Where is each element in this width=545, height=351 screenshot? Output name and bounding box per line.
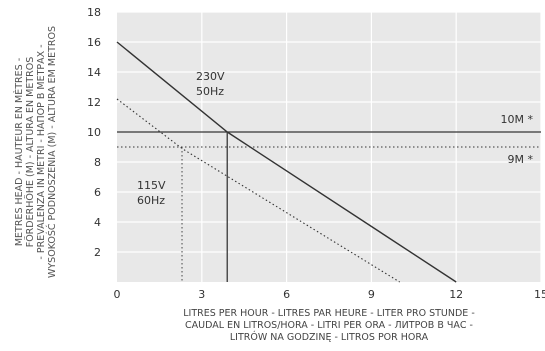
y-tick-label-6: 14 <box>87 66 101 79</box>
x-tick-label-2: 6 <box>283 288 290 301</box>
x-axis-label: LITRES PER HOUR - LITRES PAR HEURE - LIT… <box>183 308 475 343</box>
series-labels: 230V 50Hz 115V 60Hz <box>137 70 225 207</box>
series-label-1-line-1: 60Hz <box>137 194 165 207</box>
series-label-0-line-0: 230V <box>196 70 225 83</box>
y-tick-label-2: 6 <box>94 186 101 199</box>
y-axis-label-line-1: FÖRDERHÖHE (M) - ALTURA EN METROS <box>25 57 36 248</box>
x-tick-label-1: 3 <box>198 288 205 301</box>
x-axis-label-line-0: LITRES PER HOUR - LITRES PAR HEURE - LIT… <box>183 308 475 319</box>
x-axis-label-line-1: CAUDAL EN LITROS/HORA - LITRI PER ORA - … <box>185 320 473 331</box>
y-axis-label: METRES HEAD - HAUTEUR EN MÈTRES - FÖRDERH… <box>13 26 58 278</box>
reference-line-label-0: 10M * <box>501 113 534 126</box>
x-tick-label-0: 0 <box>114 288 121 301</box>
reference-lines: 10M * 9M * <box>117 113 541 282</box>
y-tick-label-7: 16 <box>87 36 101 49</box>
y-tick-label-8: 18 <box>87 6 101 19</box>
x-tick-label-5: 15 <box>534 288 545 301</box>
y-tick-label-3: 8 <box>94 156 101 169</box>
y-tick-label-1: 4 <box>94 216 101 229</box>
series-label-1-line-0: 115V <box>137 179 166 192</box>
y-tick-label-4: 10 <box>87 126 101 139</box>
reference-line-label-1: 9M * <box>508 153 534 166</box>
x-tick-label-3: 9 <box>368 288 375 301</box>
y-axis-label-line-3: WYSOKOŚĆ PODNOSZENIA (M) - ALTURA EM MET… <box>46 26 58 278</box>
x-axis-label-line-2: LITRÓW NA GODZINĘ - LITROS POR HORA <box>230 331 429 343</box>
y-tick-label-0: 2 <box>94 246 101 259</box>
y-tick-labels: 2 4 6 8 10 12 14 16 18 <box>87 6 101 259</box>
x-tick-label-4: 12 <box>449 288 463 301</box>
x-tick-labels: 0 3 6 9 12 15 <box>114 288 545 301</box>
series-label-0-line-1: 50Hz <box>196 85 224 98</box>
y-axis-label-line-0: METRES HEAD - HAUTEUR EN MÈTRES - <box>13 58 25 246</box>
y-axis-label-line-2: - PREVALENZA IN METRI - НАПОР В МЕТРАХ - <box>36 44 47 259</box>
y-tick-label-5: 12 <box>87 96 101 109</box>
